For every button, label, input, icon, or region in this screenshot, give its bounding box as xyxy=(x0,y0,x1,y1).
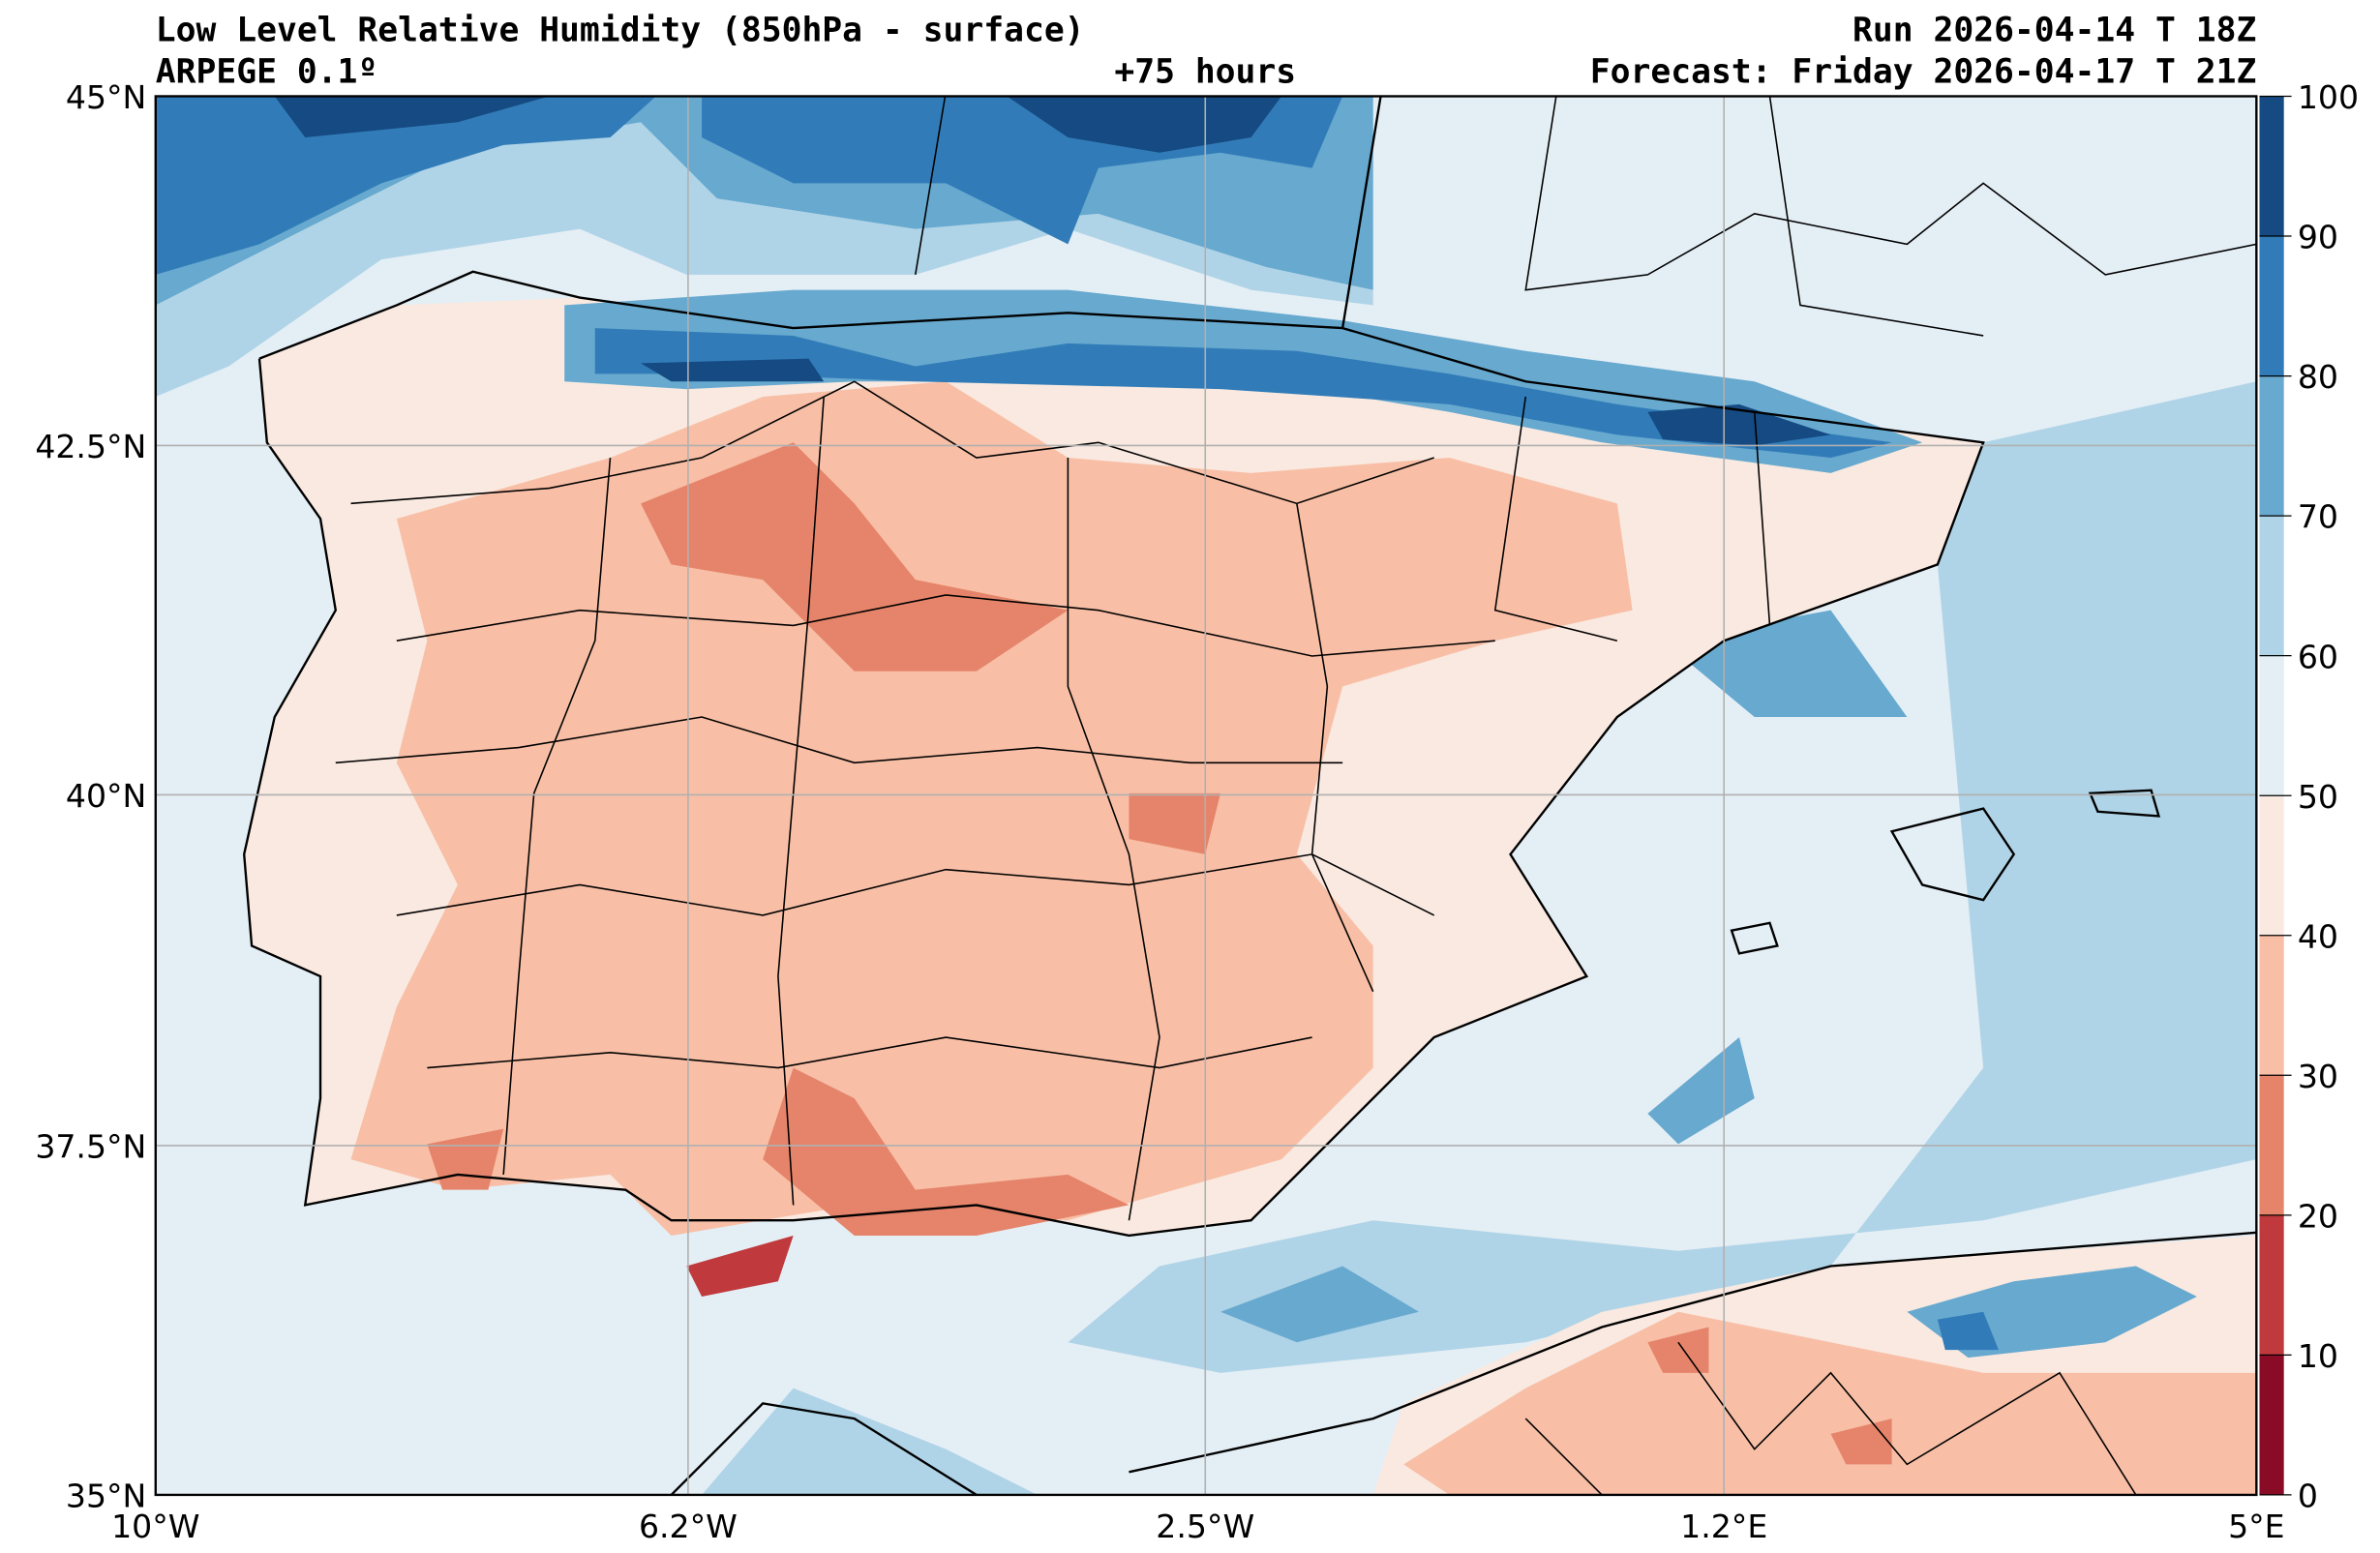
province-borders xyxy=(335,96,2257,1495)
colorbar-tick-label: 80 xyxy=(2298,358,2338,396)
colorbar-segment xyxy=(2259,1075,2284,1215)
colorbar-tick-label: 20 xyxy=(2298,1197,2338,1235)
iberia-coastline xyxy=(243,96,1985,1238)
colorbar-tick-label: 40 xyxy=(2298,917,2338,955)
band-20-30 xyxy=(427,442,1221,1236)
run-label: Run 2026-04-14 T 18Z xyxy=(1853,12,2256,50)
colorbar-tick-label: 90 xyxy=(2298,219,2338,256)
model-label: ARPEGE 0.1º xyxy=(156,52,378,91)
colorbar: 0 10 20 30 40 50 60 70 80 90 100 xyxy=(2259,78,2359,1515)
lat-label: 37.5°N xyxy=(35,1128,146,1166)
colorbar-segment xyxy=(2259,516,2284,656)
colorbar-tick-label: 60 xyxy=(2298,638,2338,675)
colorbar-tick-label: 10 xyxy=(2298,1337,2338,1375)
band-80-90 xyxy=(155,96,656,275)
lon-label: 6.2°W xyxy=(639,1508,738,1545)
balearic-islands xyxy=(1730,789,2161,955)
colorbar-segment xyxy=(2259,96,2284,237)
colorbar-segment xyxy=(2259,655,2284,796)
colorbar-segment xyxy=(2259,375,2284,517)
band-10-20 xyxy=(686,1235,794,1298)
colorbar-tick-label: 30 xyxy=(2298,1058,2338,1095)
colorbar-tick-label: 70 xyxy=(2298,498,2338,536)
lat-label: 40°N xyxy=(66,777,146,815)
colorbar-segment xyxy=(2259,1355,2284,1495)
map-frame xyxy=(154,95,2258,1497)
colorbar-segment xyxy=(2259,935,2284,1076)
colorbar-segment xyxy=(2259,236,2284,376)
colorbar-tick-label: 100 xyxy=(2298,78,2359,116)
band-90-100 xyxy=(274,96,1282,153)
graticule xyxy=(155,96,2257,1495)
lon-label: 1.2°E xyxy=(1680,1508,1767,1545)
colorbar-segment xyxy=(2259,795,2284,936)
lon-label: 5°E xyxy=(2228,1508,2285,1545)
lon-label: 2.5°W xyxy=(1156,1508,1254,1545)
lon-label: 10°W xyxy=(111,1508,199,1545)
map-area xyxy=(155,96,2257,1495)
lat-label: 42.5°N xyxy=(35,428,146,465)
colorbar-segment xyxy=(2259,1214,2284,1356)
colorbar-tick-label: 50 xyxy=(2298,778,2338,816)
colorbar-tick-label: 0 xyxy=(2298,1478,2318,1515)
africa-coastline xyxy=(670,1231,2257,1495)
lead-time-label: +75 hours xyxy=(1114,52,1296,91)
chart-title: Low Level Relative Humidity (850hPa - su… xyxy=(156,12,1085,50)
lat-label: 45°N xyxy=(66,78,146,116)
lat-label: 35°N xyxy=(66,1478,146,1515)
forecast-label: Forecast: Friday 2026-04-17 T 21Z xyxy=(1590,52,2257,91)
